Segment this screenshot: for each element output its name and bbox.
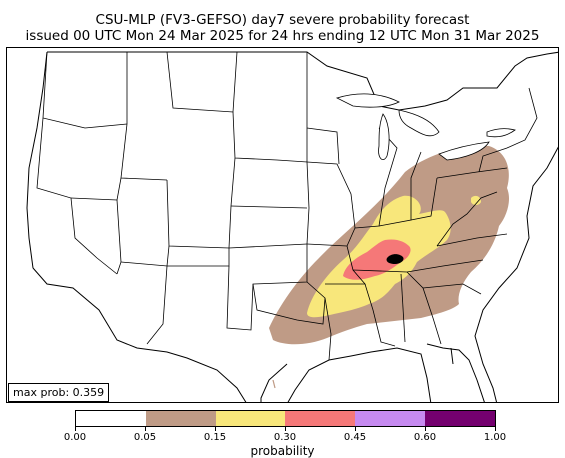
colorbar-tick-label: 0.05 xyxy=(133,432,157,443)
us-map xyxy=(26,51,558,402)
prob-contour-0.15-appalachian xyxy=(471,195,481,205)
title-line-2: issued 00 UTC Mon 24 Mar 2025 for 24 hrs… xyxy=(25,28,540,44)
state-boundaries xyxy=(36,51,538,361)
colorbar-seg-0 xyxy=(76,411,146,426)
colorbar-tick xyxy=(145,426,146,431)
colorbar-tick-label: 0.30 xyxy=(273,432,297,443)
colorbar-tick xyxy=(285,426,286,431)
prob-contour-0.30 xyxy=(343,239,411,280)
colorbar-tick xyxy=(425,426,426,431)
colorbar-tick xyxy=(495,426,496,431)
colorbar-seg-1 xyxy=(145,411,216,426)
colorbar-seg-3 xyxy=(285,411,356,426)
colorbar-tick-label: 0.15 xyxy=(203,432,227,443)
gulf-coast-outline xyxy=(260,363,288,402)
us-outline xyxy=(26,51,558,402)
small-prob-spot xyxy=(272,379,276,389)
colorbar-tick-label: 0.45 xyxy=(343,432,367,443)
colorbar-seg-2 xyxy=(215,411,286,426)
colorbar-tick xyxy=(355,426,356,431)
great-lakes xyxy=(335,93,516,161)
map-panel xyxy=(6,47,559,403)
title-line-1: CSU-MLP (FV3-GEFSO) day7 severe probabil… xyxy=(95,12,470,28)
colorbar-seg-5 xyxy=(425,411,495,426)
colorbar xyxy=(75,410,496,427)
max-prob-box: max prob: 0.359 xyxy=(8,383,110,402)
florida-outline xyxy=(426,343,485,402)
max-prob-marker xyxy=(386,254,404,264)
colorbar-tick-label: 1.00 xyxy=(483,432,507,443)
colorbar-tick-label: 0.00 xyxy=(63,432,87,443)
colorbar-tick-label: 0.60 xyxy=(413,432,437,443)
colorbar-seg-4 xyxy=(355,411,426,426)
colorbar-label: probability xyxy=(250,444,315,458)
colorbar-tick xyxy=(215,426,216,431)
colorbar-tick xyxy=(75,426,76,431)
